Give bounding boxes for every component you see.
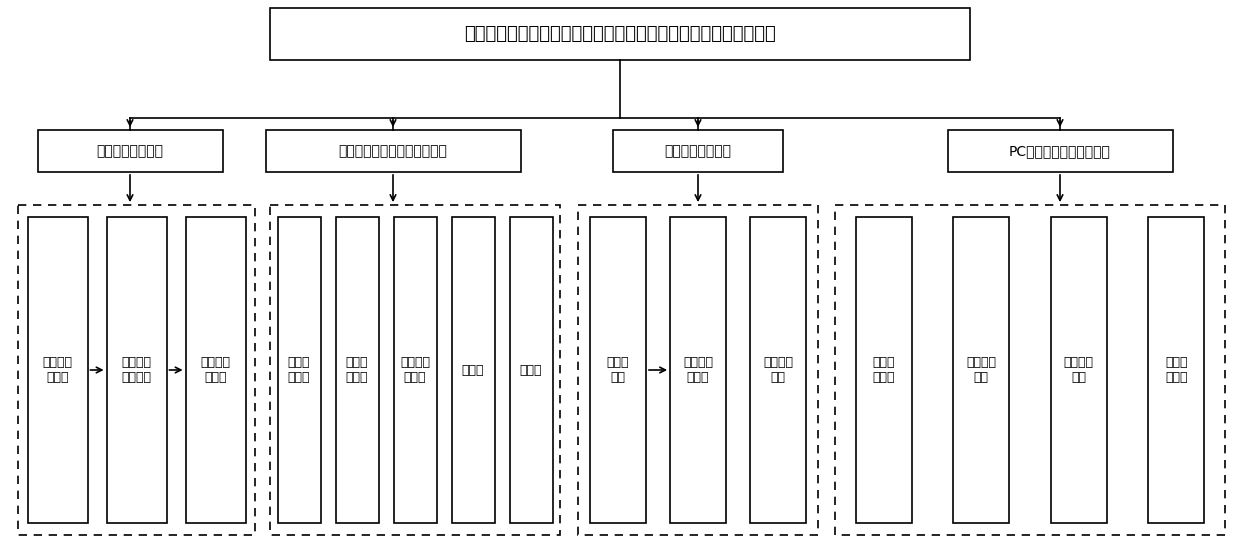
Text: 空速计: 空速计 <box>519 364 543 377</box>
FancyBboxPatch shape <box>27 217 88 523</box>
Text: 多源异构异步传感器融合算法: 多源异构异步传感器融合算法 <box>338 144 447 158</box>
FancyBboxPatch shape <box>265 130 520 172</box>
FancyBboxPatch shape <box>670 217 726 523</box>
Text: 智能电源
传感器: 智能电源 传感器 <box>400 356 430 384</box>
Text: 微惯性
传感器: 微惯性 传感器 <box>346 356 368 384</box>
FancyBboxPatch shape <box>835 205 1225 535</box>
FancyBboxPatch shape <box>613 130 783 172</box>
FancyBboxPatch shape <box>948 130 1172 172</box>
FancyBboxPatch shape <box>750 217 807 523</box>
FancyBboxPatch shape <box>336 217 378 523</box>
FancyBboxPatch shape <box>451 217 494 523</box>
Text: 基于六维力传感器的小型旋翼无人机三轴陀螺仪结构测试分析平台: 基于六维力传感器的小型旋翼无人机三轴陀螺仪结构测试分析平台 <box>465 25 776 43</box>
FancyBboxPatch shape <box>394 217 436 523</box>
FancyBboxPatch shape <box>186 217 245 523</box>
Text: 气压计: 气压计 <box>462 364 484 377</box>
Text: 通信组网
协议: 通信组网 协议 <box>763 356 793 384</box>
Text: 底座围角
钢框架: 底座围角 钢框架 <box>201 356 230 384</box>
Text: PC端数据融合与分析模块: PC端数据融合与分析模块 <box>1009 144 1111 158</box>
Text: 数据关联
存储: 数据关联 存储 <box>966 356 996 384</box>
Text: 六维力
传感器: 六维力 传感器 <box>287 356 310 384</box>
Text: 飞行控
制器: 飞行控 制器 <box>607 356 629 384</box>
Text: 测试平台控制模块: 测试平台控制模块 <box>664 144 731 158</box>
FancyBboxPatch shape <box>856 217 912 523</box>
Text: 数据误差
建模: 数据误差 建模 <box>1064 356 1094 384</box>
Text: 多源数
据同步: 多源数 据同步 <box>872 356 895 384</box>
FancyBboxPatch shape <box>590 217 646 523</box>
FancyBboxPatch shape <box>278 217 321 523</box>
FancyBboxPatch shape <box>509 217 553 523</box>
Text: 六自由度机械结构: 六自由度机械结构 <box>97 144 164 158</box>
Text: 力传感器
固定机构: 力传感器 固定机构 <box>121 356 151 384</box>
FancyBboxPatch shape <box>579 205 818 535</box>
FancyBboxPatch shape <box>19 205 255 535</box>
Text: 飞行状
态估计: 飞行状 态估计 <box>1165 356 1187 384</box>
FancyBboxPatch shape <box>1051 217 1106 523</box>
FancyBboxPatch shape <box>1149 217 1204 523</box>
FancyBboxPatch shape <box>270 205 560 535</box>
FancyBboxPatch shape <box>270 8 970 60</box>
FancyBboxPatch shape <box>107 217 166 523</box>
Text: 地面站控
制平台: 地面站控 制平台 <box>683 356 712 384</box>
FancyBboxPatch shape <box>953 217 1010 523</box>
FancyBboxPatch shape <box>37 130 223 172</box>
Text: 三轴陀螺
仪机构: 三轴陀螺 仪机构 <box>42 356 73 384</box>
